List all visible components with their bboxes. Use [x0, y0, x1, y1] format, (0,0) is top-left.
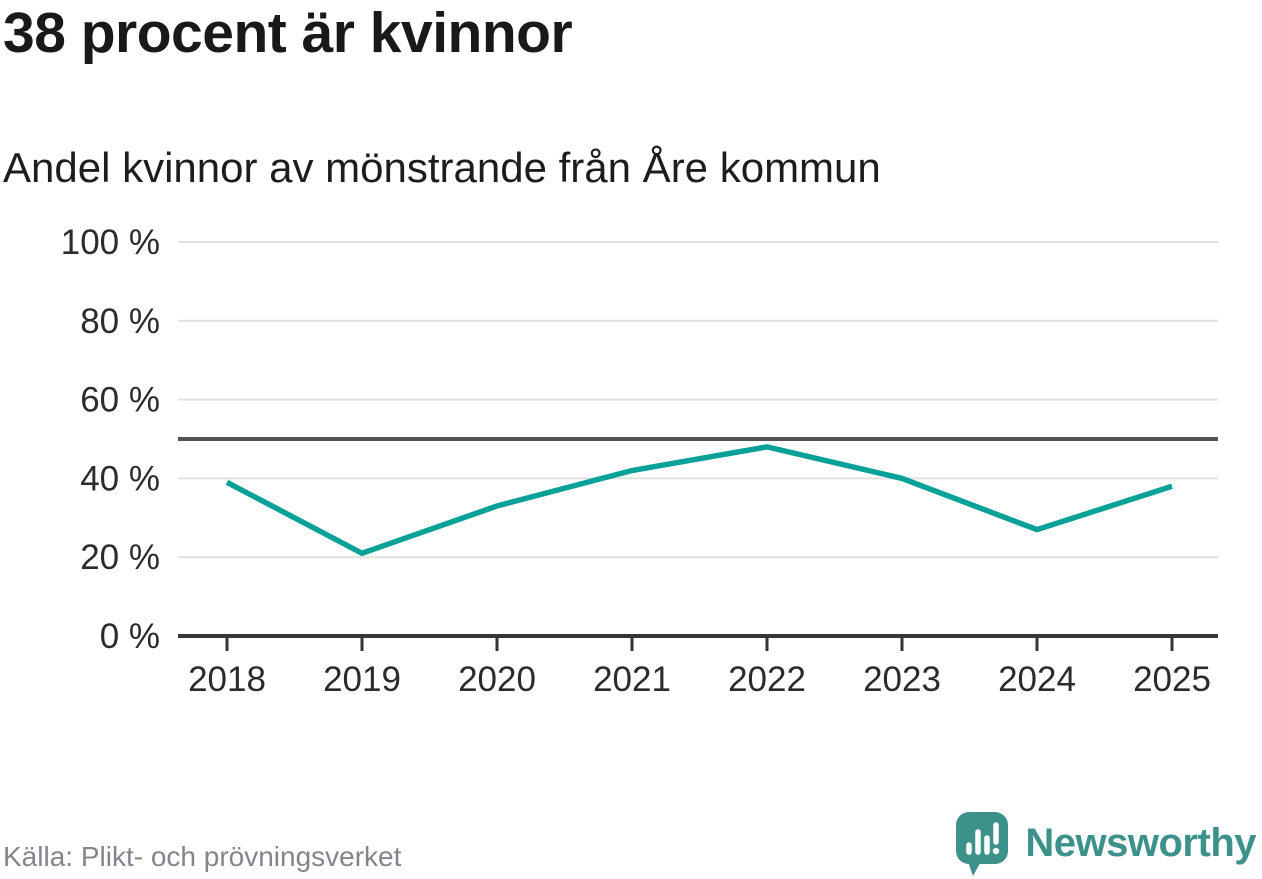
chart-title: 38 procent är kvinnor [3, 1, 573, 65]
x-tick-label: 2019 [323, 660, 401, 699]
line-chart: 0 % 20 % 40 % 60 % 80 % 100 % 2018 2019 2020 2021… [61, 223, 1218, 699]
x-tick-label: 2020 [458, 660, 536, 699]
newsworthy-logo-icon [956, 812, 1009, 876]
logo-exclamation-dot [993, 847, 1000, 855]
logo-bubble-tail [966, 856, 985, 876]
y-tick-label: 40 % [80, 459, 160, 498]
x-tick-label: 2024 [998, 660, 1076, 699]
y-tick-label: 0 % [100, 617, 160, 656]
x-tick-label: 2022 [728, 660, 806, 699]
data-line [225, 444, 1173, 557]
x-tick-label: 2023 [863, 660, 941, 699]
newsworthy-logo: Newsworthy [953, 810, 1256, 877]
y-tick-label: 80 % [80, 302, 160, 341]
newsworthy-logo-text: Newsworthy [1025, 821, 1256, 865]
y-tick-label: 20 % [80, 538, 160, 577]
chart-subtitle: Andel kvinnor av mönstrande från Åre kom… [3, 144, 881, 191]
x-tick-label: 2021 [593, 660, 671, 699]
y-tick-label: 100 % [61, 223, 160, 262]
x-tick-label: 2025 [1133, 660, 1211, 699]
source-note: Källa: Plikt- och prövningsverket [3, 841, 402, 872]
x-tick-label: 2018 [188, 660, 266, 699]
y-tick-label: 60 % [80, 381, 160, 420]
